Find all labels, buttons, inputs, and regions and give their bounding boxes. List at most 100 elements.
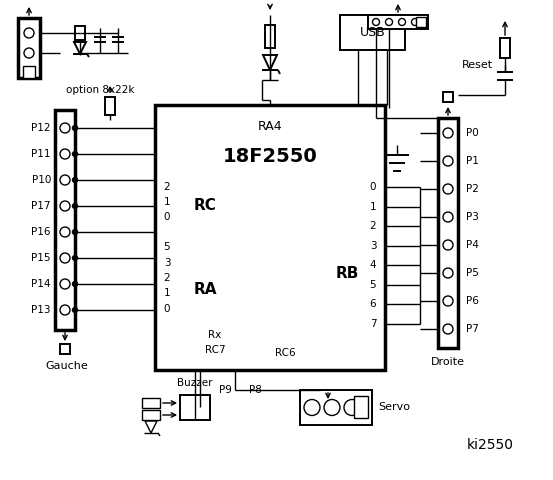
Text: 3: 3 — [370, 241, 376, 251]
Bar — [368, 15, 428, 29]
Circle shape — [443, 240, 453, 250]
Circle shape — [24, 48, 34, 58]
Circle shape — [344, 399, 360, 416]
Text: 1: 1 — [164, 197, 170, 207]
Text: 5: 5 — [370, 280, 376, 290]
Circle shape — [72, 125, 77, 131]
Circle shape — [60, 279, 70, 289]
Circle shape — [304, 399, 320, 416]
Text: P6: P6 — [466, 296, 479, 306]
Bar — [18, 18, 40, 78]
Text: P5: P5 — [466, 268, 479, 278]
Circle shape — [443, 184, 453, 194]
Text: Buzzer: Buzzer — [178, 378, 213, 388]
Text: 0: 0 — [164, 304, 170, 314]
Circle shape — [60, 305, 70, 315]
Text: 7: 7 — [370, 319, 376, 329]
Circle shape — [443, 128, 453, 138]
Text: P7: P7 — [466, 324, 479, 334]
Text: RC: RC — [194, 197, 216, 213]
Text: P14: P14 — [32, 279, 51, 289]
Circle shape — [60, 123, 70, 133]
Text: P2: P2 — [466, 184, 479, 194]
Circle shape — [24, 28, 34, 38]
Text: Gauche: Gauche — [46, 361, 88, 371]
Text: Rx: Rx — [208, 330, 222, 340]
Text: 1: 1 — [164, 288, 170, 298]
Bar — [60, 344, 70, 354]
Bar — [155, 105, 385, 370]
Text: RC6: RC6 — [275, 348, 295, 358]
Bar — [142, 410, 160, 420]
Text: P10: P10 — [32, 175, 51, 185]
Bar — [500, 38, 510, 58]
Text: P13: P13 — [32, 305, 51, 315]
Text: P12: P12 — [32, 123, 51, 133]
Text: 18F2550: 18F2550 — [223, 147, 317, 167]
Circle shape — [60, 253, 70, 263]
Polygon shape — [145, 421, 157, 433]
Text: 2: 2 — [164, 182, 170, 192]
Circle shape — [60, 149, 70, 159]
Text: ki2550: ki2550 — [467, 438, 514, 452]
Bar — [443, 92, 453, 102]
Bar — [180, 395, 210, 420]
Bar — [23, 66, 35, 78]
Bar — [142, 398, 160, 408]
Text: P8: P8 — [248, 385, 262, 395]
Bar — [416, 17, 426, 27]
Text: P0: P0 — [466, 128, 479, 138]
Text: 4: 4 — [370, 260, 376, 270]
Bar — [75, 26, 85, 40]
Circle shape — [72, 308, 77, 312]
Text: 6: 6 — [370, 299, 376, 309]
Bar — [300, 390, 372, 425]
Circle shape — [72, 204, 77, 208]
Bar — [354, 396, 368, 418]
Text: 2: 2 — [164, 273, 170, 283]
Text: RA: RA — [193, 283, 217, 298]
Text: P3: P3 — [466, 212, 479, 222]
Circle shape — [443, 296, 453, 306]
Circle shape — [324, 399, 340, 416]
Text: RA4: RA4 — [258, 120, 283, 133]
Text: 0: 0 — [164, 212, 170, 222]
Text: Droite: Droite — [431, 357, 465, 367]
Bar — [340, 15, 405, 50]
Circle shape — [72, 229, 77, 235]
Text: Servo: Servo — [378, 403, 410, 412]
Circle shape — [72, 152, 77, 156]
Circle shape — [443, 268, 453, 278]
Bar — [105, 97, 115, 115]
Text: P17: P17 — [32, 201, 51, 211]
Polygon shape — [263, 55, 277, 70]
Circle shape — [72, 255, 77, 261]
Circle shape — [385, 19, 393, 25]
Bar — [265, 25, 275, 48]
Circle shape — [411, 19, 419, 25]
Polygon shape — [74, 42, 86, 54]
Text: P9: P9 — [218, 385, 232, 395]
Circle shape — [60, 175, 70, 185]
Circle shape — [373, 19, 379, 25]
Text: P4: P4 — [466, 240, 479, 250]
Text: 2: 2 — [370, 221, 376, 231]
Circle shape — [443, 324, 453, 334]
Text: P11: P11 — [32, 149, 51, 159]
Circle shape — [72, 178, 77, 182]
Text: 5: 5 — [164, 242, 170, 252]
Bar — [438, 118, 458, 348]
Text: option 8x22k: option 8x22k — [66, 85, 134, 95]
Text: USB: USB — [359, 26, 385, 39]
Text: 1: 1 — [370, 202, 376, 212]
Text: P15: P15 — [32, 253, 51, 263]
Text: 0: 0 — [370, 182, 376, 192]
Bar — [55, 110, 75, 330]
Text: RC7: RC7 — [205, 345, 225, 355]
Circle shape — [399, 19, 405, 25]
Text: P1: P1 — [466, 156, 479, 166]
Text: Reset: Reset — [462, 60, 493, 70]
Text: RB: RB — [335, 265, 359, 280]
Circle shape — [60, 201, 70, 211]
Circle shape — [60, 227, 70, 237]
